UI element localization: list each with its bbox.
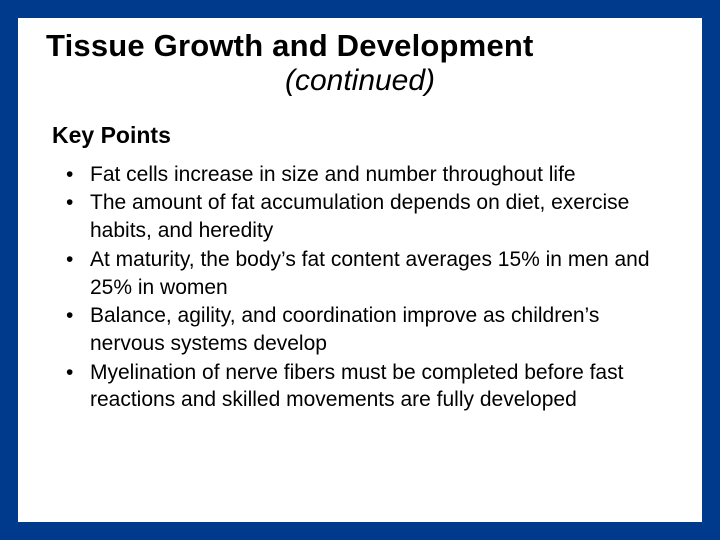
list-item: The amount of fat accumulation depends o… bbox=[64, 189, 664, 244]
section-heading: Key Points bbox=[52, 122, 674, 149]
slide-subtitle: (continued) bbox=[46, 64, 674, 98]
list-item: Balance, agility, and coordination impro… bbox=[64, 302, 664, 357]
bullet-list: Fat cells increase in size and number th… bbox=[64, 161, 674, 414]
slide-frame: Tissue Growth and Development (continued… bbox=[0, 0, 720, 540]
slide-content: Tissue Growth and Development (continued… bbox=[18, 18, 702, 522]
slide-title: Tissue Growth and Development bbox=[46, 28, 674, 64]
list-item: Fat cells increase in size and number th… bbox=[64, 161, 664, 189]
list-item: At maturity, the body’s fat content aver… bbox=[64, 246, 664, 301]
list-item: Myelination of nerve fibers must be comp… bbox=[64, 359, 664, 414]
